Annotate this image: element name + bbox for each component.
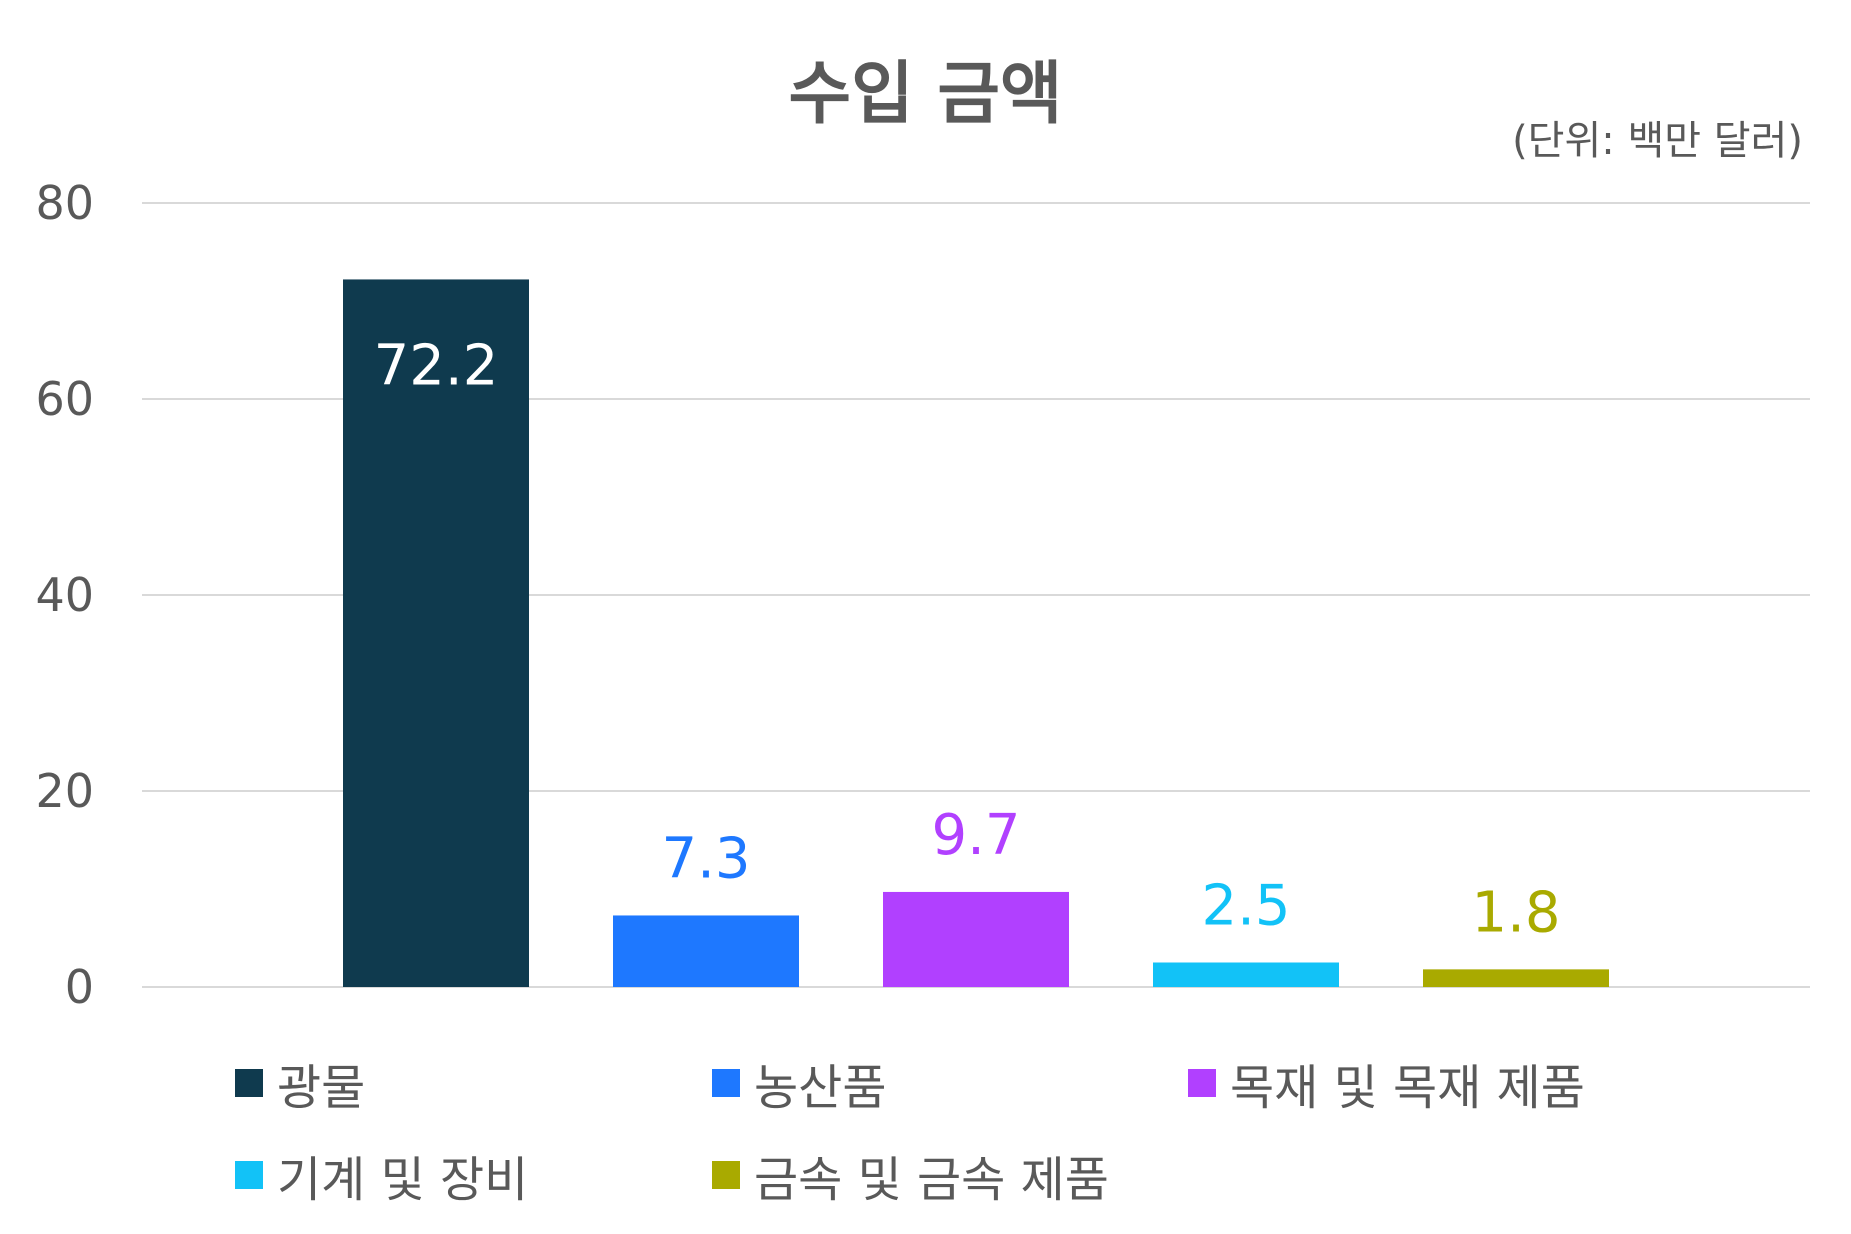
unit-label: (단위: 백만 달러) [1512, 118, 1803, 164]
y-tick-label: 40 [35, 568, 94, 622]
y-tick-label: 0 [65, 960, 94, 1014]
bar [1153, 962, 1339, 987]
bar [613, 915, 799, 987]
bar [1423, 969, 1609, 987]
data-label: 1.8 [1471, 880, 1560, 945]
y-tick-label: 80 [35, 176, 94, 230]
y-tick-label: 20 [35, 764, 94, 818]
bar [883, 891, 1069, 987]
data-label: 9.7 [931, 803, 1020, 868]
data-label: 7.3 [661, 826, 750, 891]
y-tick-label: 60 [35, 372, 94, 426]
chart-title: 수입 금액 [788, 55, 1063, 134]
bar [343, 279, 529, 987]
data-label: 72.2 [374, 333, 499, 398]
data-label: 2.5 [1201, 874, 1290, 939]
